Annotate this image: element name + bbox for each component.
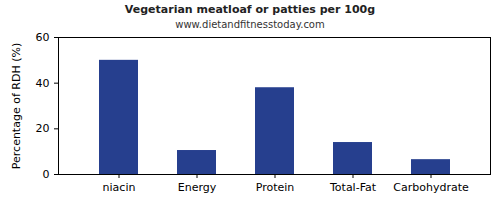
svg-text:Protein: Protein: [256, 181, 295, 194]
svg-text:Total-Fat: Total-Fat: [329, 181, 377, 194]
svg-text:0: 0: [43, 168, 50, 181]
svg-text:Energy: Energy: [178, 181, 217, 194]
svg-text:Percentage of RDH (%): Percentage of RDH (%): [10, 43, 23, 169]
svg-text:60: 60: [36, 31, 50, 44]
html-text:Vegetarian meatloaf or patties: Vegetarian meatloaf or patties per 100g: [124, 3, 376, 16]
svg-text:40: 40: [36, 77, 50, 90]
svg-text:Carbohydrate: Carbohydrate: [393, 181, 469, 194]
html-text:www.dietandfitnesstoday.com: www.dietandfitnesstoday.com: [175, 19, 325, 30]
svg-text:20: 20: [36, 122, 50, 135]
svg-text:niacin: niacin: [103, 181, 136, 194]
